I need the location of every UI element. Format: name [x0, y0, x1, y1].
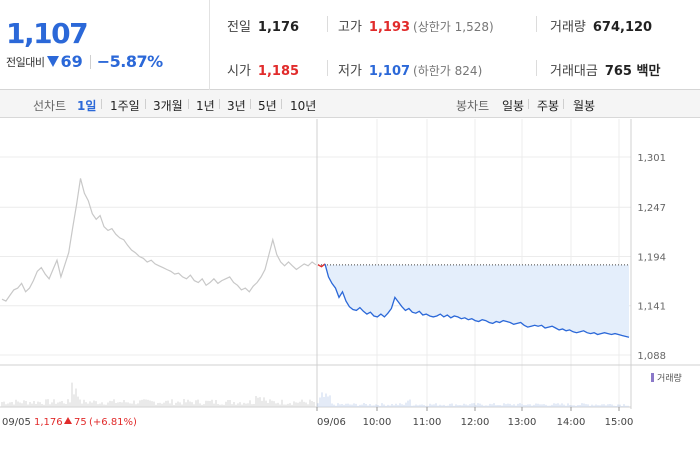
tab-1d[interactable]: 1일	[77, 99, 97, 113]
price-summary: 1,107 전일대비 69 −5.87%	[0, 0, 210, 90]
down-triangle-icon	[47, 56, 60, 67]
decline-area	[318, 263, 629, 338]
volume-legend-label: 거래량	[657, 372, 682, 384]
prev-day-date: 09/05	[2, 417, 31, 428]
volume-legend-swatch	[651, 373, 654, 382]
tab-5y[interactable]: 5년	[258, 99, 277, 113]
divider	[101, 99, 102, 109]
divider	[536, 60, 537, 76]
decline-fill	[318, 263, 629, 338]
x-tick-label: 14:00	[557, 417, 586, 428]
change-percent: −5.87%	[96, 52, 163, 71]
chart-tab-bar: 선차트 1일 1주일 3개월 1년 3년 5년 10년 봉차트 일봉 주봉 월봉	[0, 90, 700, 118]
change-row: 전일대비 69 −5.87%	[6, 52, 163, 71]
y-tick-label: 1,301	[637, 153, 666, 164]
stat-sub: (하한가 824)	[413, 64, 483, 78]
stat-label: 시가	[227, 64, 251, 79]
divider	[188, 99, 189, 109]
y-tick-label: 1,141	[637, 302, 666, 313]
tab-1y[interactable]: 1년	[196, 99, 215, 113]
price-chart-svg: 1,301 1,247 1,194 1,141 1,088 거래량 09/06 10:00…	[0, 119, 700, 428]
tab-1w[interactable]: 1주일	[110, 99, 140, 113]
stat-label: 고가	[338, 20, 362, 35]
prev-day-close: 1,176	[34, 417, 63, 428]
prev-day-line	[1, 178, 317, 302]
quote-stats: 전일 1,176 고가 1,193 (상한가 1,528) 거래량 674,120 시가…	[211, 0, 700, 90]
stat-high: 고가 1,193 (상한가 1,528)	[338, 16, 494, 35]
today-series	[317, 263, 630, 338]
divider	[145, 99, 146, 109]
change-amount: 69	[60, 52, 83, 71]
prev-day-series	[1, 178, 317, 302]
stat-value: 1,185	[257, 64, 300, 79]
x-tick-label: 12:00	[461, 417, 490, 428]
divider	[536, 16, 537, 32]
intraday-chart: 1,301 1,247 1,194 1,141 1,088 거래량 09/06 10:00…	[0, 119, 700, 450]
candle-chart-label: 봉차트	[456, 99, 490, 113]
volume-panel: 거래량	[1, 372, 682, 407]
divider	[528, 99, 529, 109]
x-tick-label: 10:00	[363, 417, 392, 428]
divider	[219, 99, 220, 109]
stat-value: 1,107	[368, 64, 411, 79]
stat-low: 저가 1,107 (하한가 824)	[338, 60, 482, 79]
tab-3y[interactable]: 3년	[227, 99, 246, 113]
stat-value: 765 백만	[604, 64, 661, 79]
tab-3m[interactable]: 3개월	[153, 99, 183, 113]
up-segment	[317, 263, 326, 268]
tab-10y[interactable]: 10년	[290, 99, 317, 113]
stat-label: 전일	[227, 20, 251, 35]
today-line	[324, 263, 630, 338]
grid	[0, 119, 700, 409]
stat-trade-value: 거래대금 765 백만	[550, 60, 660, 79]
divider	[250, 99, 251, 109]
divider	[281, 99, 282, 109]
stat-label: 저가	[338, 64, 362, 79]
change-label: 전일대비	[6, 55, 45, 69]
stat-value: 1,176	[257, 20, 300, 35]
stat-prev-close: 전일 1,176	[227, 16, 299, 35]
current-price: 1,107	[6, 17, 89, 50]
prev-day-change: 75	[74, 417, 87, 428]
prev-day-change-pct: (+6.81%)	[89, 417, 137, 428]
stat-open: 시가 1,185	[227, 60, 299, 79]
x-tick-label: 13:00	[508, 417, 537, 428]
stat-volume: 거래량 674,120	[550, 16, 652, 35]
quote-header: 1,107 전일대비 69 −5.87% 전일 1,176 고가 1,193 (상한가…	[0, 0, 700, 90]
x-tick-label: 15:00	[605, 417, 634, 428]
divider	[327, 60, 328, 76]
stat-label: 거래대금	[550, 64, 598, 79]
y-tick-label: 1,247	[637, 203, 666, 214]
x-tick-label: 09/06	[317, 417, 346, 428]
y-tick-label: 1,194	[637, 252, 666, 263]
x-tick-label: 11:00	[413, 417, 442, 428]
stat-label: 거래량	[550, 20, 586, 35]
divider	[327, 16, 328, 32]
x-axis: 09/06 10:00 11:00 12:00 13:00 14:00 15:00 09/05…	[2, 407, 633, 428]
up-triangle-icon	[64, 417, 72, 424]
tab-daily[interactable]: 일봉	[502, 99, 525, 113]
divider	[563, 99, 564, 109]
tab-monthly[interactable]: 월봉	[573, 99, 596, 113]
divider	[89, 54, 91, 69]
line-chart-label: 선차트	[33, 99, 67, 113]
stat-value: 674,120	[592, 20, 653, 35]
y-tick-label: 1,088	[637, 351, 666, 362]
tab-weekly[interactable]: 주봉	[537, 99, 560, 113]
stat-sub: (상한가 1,528)	[413, 20, 494, 34]
stat-value: 1,193	[368, 20, 411, 35]
y-axis: 1,301 1,247 1,194 1,141 1,088	[637, 153, 666, 362]
